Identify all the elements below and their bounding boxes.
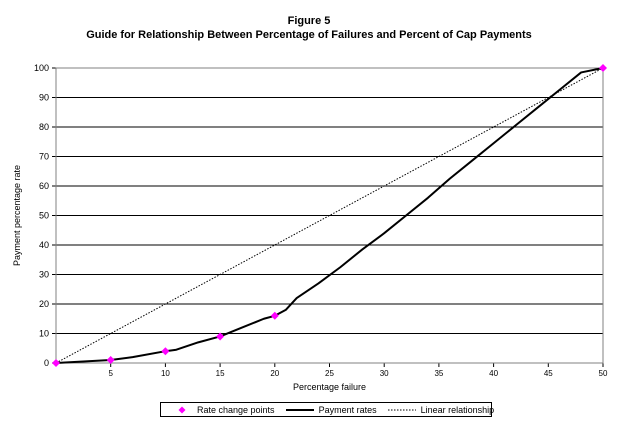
x-tick-label: 15 (216, 369, 225, 378)
plot-frame (55, 67, 604, 364)
series-group (52, 64, 607, 367)
y-tick-labels: 0 10 20 30 40 50 60 70 80 90 100 (34, 63, 49, 368)
y-tick-label: 40 (39, 240, 49, 250)
legend-dotted-icon (387, 409, 416, 410)
x-tick-label: 30 (380, 369, 389, 378)
y-tick-label: 0 (44, 358, 49, 368)
rate-change-point (52, 359, 60, 367)
x-tick-label: 35 (434, 369, 443, 378)
y-tick-label: 20 (39, 299, 49, 309)
chart-subtitle: Guide for Relationship Between Percentag… (86, 29, 532, 41)
y-tick-label: 70 (39, 152, 49, 162)
series-line-payment-rates (55, 67, 604, 364)
y-tick-label: 90 (39, 93, 49, 103)
legend-item-linear-relationship: Linear relationship (387, 404, 495, 415)
x-axis-label: Percentage failure (293, 382, 366, 392)
gridlines (52, 67, 604, 367)
legend-item-rate-change-points: Rate change points (171, 405, 275, 415)
x-tick-label: 10 (161, 369, 170, 378)
x-tick-label: 25 (325, 369, 334, 378)
chart-title: Figure 5 (287, 15, 331, 27)
y-tick-label: 80 (39, 122, 49, 132)
x-tick-label: 5 (108, 369, 113, 378)
legend-line-icon (285, 408, 314, 411)
y-tick-label: 10 (39, 329, 49, 339)
x-tick-label: 50 (599, 369, 608, 378)
y-tick-label: 30 (39, 270, 49, 280)
y-axis-label: Payment percentage rate (12, 165, 22, 266)
y-tick-label: 60 (39, 181, 49, 191)
x-tick-label: 45 (544, 369, 553, 378)
legend-item-payment-rates: Payment rates (285, 405, 377, 415)
legend-label: Linear relationship (420, 404, 495, 415)
x-tick-label: 20 (270, 369, 279, 378)
rate-change-point (106, 356, 115, 365)
y-tick-label: 100 (34, 63, 49, 73)
y-tick-label: 50 (39, 211, 49, 221)
rate-change-point (270, 311, 279, 320)
rate-change-point (216, 332, 225, 341)
rate-change-point (599, 64, 607, 72)
x-tick-label: 40 (489, 369, 498, 378)
legend-label: Payment rates (318, 404, 377, 415)
rate-change-point (161, 347, 170, 356)
x-tick-labels: 5 10 15 20 25 30 35 40 45 50 (108, 369, 608, 378)
legend-label: Rate change points (197, 404, 275, 415)
legend-marker-icon (178, 406, 186, 413)
legend: Rate change points Payment rates Linear … (160, 402, 495, 417)
